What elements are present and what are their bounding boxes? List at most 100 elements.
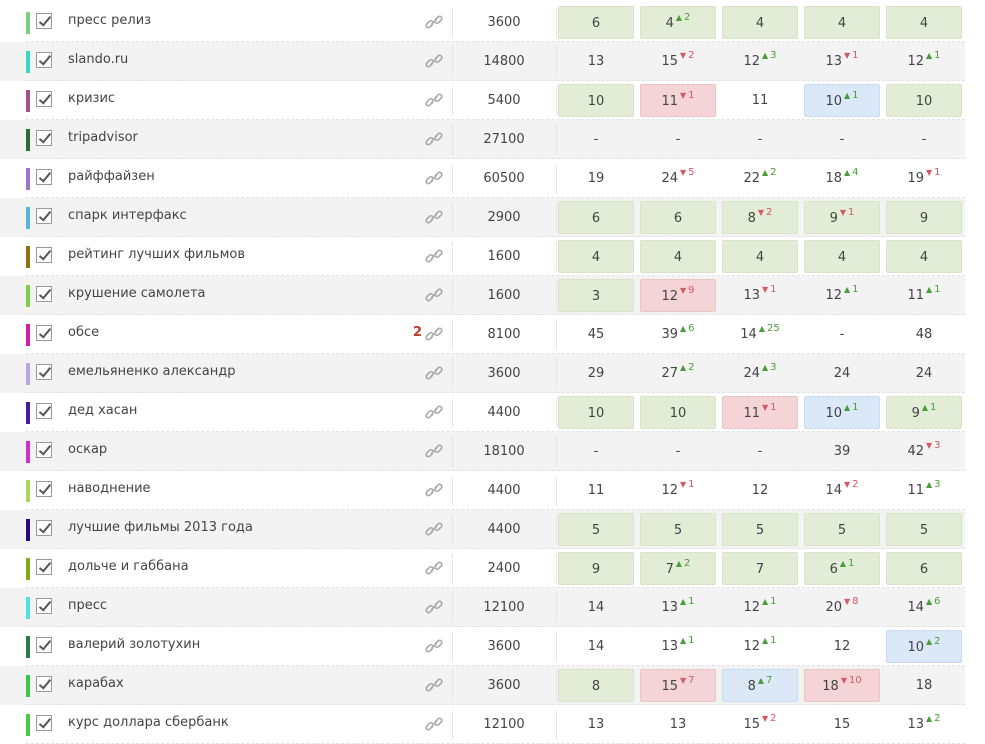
arrow-down-icon: ▼	[762, 403, 769, 412]
keyword-checkbox[interactable]	[36, 676, 52, 692]
keyword-checkbox[interactable]	[36, 637, 52, 653]
link-icon[interactable]	[425, 287, 443, 302]
keyword-checkbox[interactable]	[36, 442, 52, 458]
keyword-label[interactable]: валерий золотухин	[68, 637, 201, 652]
keyword-checkbox[interactable]	[36, 130, 52, 146]
keyword-label[interactable]: райффайзен	[68, 169, 155, 184]
link-icon[interactable]	[425, 170, 443, 185]
position-value: 6	[673, 211, 683, 226]
link-icon[interactable]	[425, 638, 443, 653]
link-icon[interactable]	[425, 365, 443, 380]
search-volume: 3600	[487, 366, 521, 381]
column-divider	[452, 671, 453, 700]
keyword-label[interactable]: обсе	[68, 325, 100, 340]
arrow-up-icon: ▲	[758, 324, 765, 333]
position-change-value: 10	[848, 675, 862, 686]
keyword-color-marker	[26, 246, 30, 268]
position-cell: 13	[558, 708, 634, 741]
link-icon[interactable]	[425, 443, 443, 458]
keyword-label[interactable]: рейтинг лучших фильмов	[68, 247, 245, 262]
position-change: ▼ 2	[680, 45, 695, 67]
position-change: ▲ 1	[926, 45, 941, 67]
link-icon[interactable]	[425, 677, 443, 692]
search-volume: 12100	[483, 600, 525, 615]
position-cell: 15 ▼ 7	[640, 669, 716, 702]
position-cell: -	[558, 435, 634, 468]
keyword-checkbox[interactable]	[36, 325, 52, 341]
link-icon[interactable]	[425, 209, 443, 224]
keyword-label[interactable]: tripadvisor	[68, 130, 138, 145]
keyword-checkbox[interactable]	[36, 403, 52, 419]
keyword-checkbox[interactable]	[36, 598, 52, 614]
keyword-checkbox[interactable]	[36, 520, 52, 536]
keyword-label[interactable]: лучшие фильмы 2013 года	[68, 520, 253, 535]
link-icon[interactable]	[425, 326, 443, 341]
link-icon[interactable]	[425, 14, 443, 29]
link-icon[interactable]	[425, 599, 443, 614]
position-value: 7	[755, 562, 765, 577]
keyword-checkbox[interactable]	[36, 91, 52, 107]
keyword-checkbox[interactable]	[36, 13, 52, 29]
position-change: ▲ 6	[680, 318, 695, 340]
keyword-checkbox[interactable]	[36, 208, 52, 224]
position-value: 8	[747, 211, 756, 226]
keyword-label[interactable]: оскар	[68, 442, 108, 457]
position-cell: 4 ▲ 2	[640, 6, 716, 39]
column-divider	[556, 671, 557, 700]
search-volume: 1600	[487, 288, 521, 303]
keyword-label[interactable]: емельяненко александр	[68, 364, 236, 379]
keyword-color-marker	[26, 441, 30, 463]
keyword-label[interactable]: наводнение	[68, 481, 151, 496]
keyword-label[interactable]: кризис	[68, 91, 116, 106]
column-divider	[556, 593, 557, 622]
keyword-label[interactable]: slando.ru	[68, 52, 129, 67]
link-icon[interactable]	[425, 521, 443, 536]
arrow-up-icon: ▲	[680, 636, 687, 645]
position-value: 13	[587, 54, 605, 69]
keyword-checkbox[interactable]	[36, 715, 52, 731]
link-icon[interactable]	[425, 404, 443, 419]
keyword-checkbox[interactable]	[36, 52, 52, 68]
position-value: 6	[591, 211, 601, 226]
position-change-value: 2	[688, 50, 695, 61]
position-change-value: 3	[770, 50, 777, 61]
keyword-checkbox[interactable]	[36, 169, 52, 185]
link-icon[interactable]	[425, 53, 443, 68]
keyword-label[interactable]: спарк интерфакс	[68, 208, 187, 223]
position-cell: 18 ▲ 4	[804, 162, 880, 195]
keyword-label[interactable]: крушение самолета	[68, 286, 206, 301]
keyword-label[interactable]: дольче и габбана	[68, 559, 189, 574]
link-icon[interactable]	[425, 248, 443, 263]
keyword-label[interactable]: пресс релиз	[68, 13, 152, 28]
link-icon[interactable]	[425, 92, 443, 107]
position-cell: 13 ▲ 1	[640, 591, 716, 624]
position-value: 10	[915, 94, 933, 109]
keyword-checkbox[interactable]	[36, 364, 52, 380]
keyword-color-marker	[26, 402, 30, 424]
link-icon[interactable]	[425, 131, 443, 146]
link-icon[interactable]	[425, 716, 443, 731]
position-value: 4	[665, 16, 674, 31]
table-row: tripadvisor 27100 - - - - -	[0, 120, 965, 159]
keyword-checkbox[interactable]	[36, 559, 52, 575]
link-icon[interactable]	[425, 560, 443, 575]
keyword-label[interactable]: курс доллара сбербанк	[68, 715, 229, 730]
keyword-label[interactable]: дед хасан	[68, 403, 138, 418]
position-change-value: 8	[852, 596, 859, 607]
column-divider	[452, 515, 453, 544]
keyword-label[interactable]: карабах	[68, 676, 124, 691]
column-divider	[556, 125, 557, 154]
keyword-checkbox[interactable]	[36, 286, 52, 302]
position-change: ▼ 2	[762, 708, 777, 730]
link-icon[interactable]	[425, 482, 443, 497]
keyword-checkbox[interactable]	[36, 247, 52, 263]
position-change-value: 1	[770, 596, 777, 607]
keyword-checkbox[interactable]	[36, 481, 52, 497]
position-change-value: 4	[852, 167, 859, 178]
keyword-label[interactable]: пресс	[68, 598, 108, 613]
position-value: -	[757, 132, 763, 147]
position-cell: 9	[558, 552, 634, 585]
position-change-value: 1	[688, 479, 695, 490]
position-value: 12	[907, 54, 924, 69]
table-row: спарк интерфакс 2900 6 6 8 ▼ 2 9 ▼ 1 9	[0, 198, 965, 237]
